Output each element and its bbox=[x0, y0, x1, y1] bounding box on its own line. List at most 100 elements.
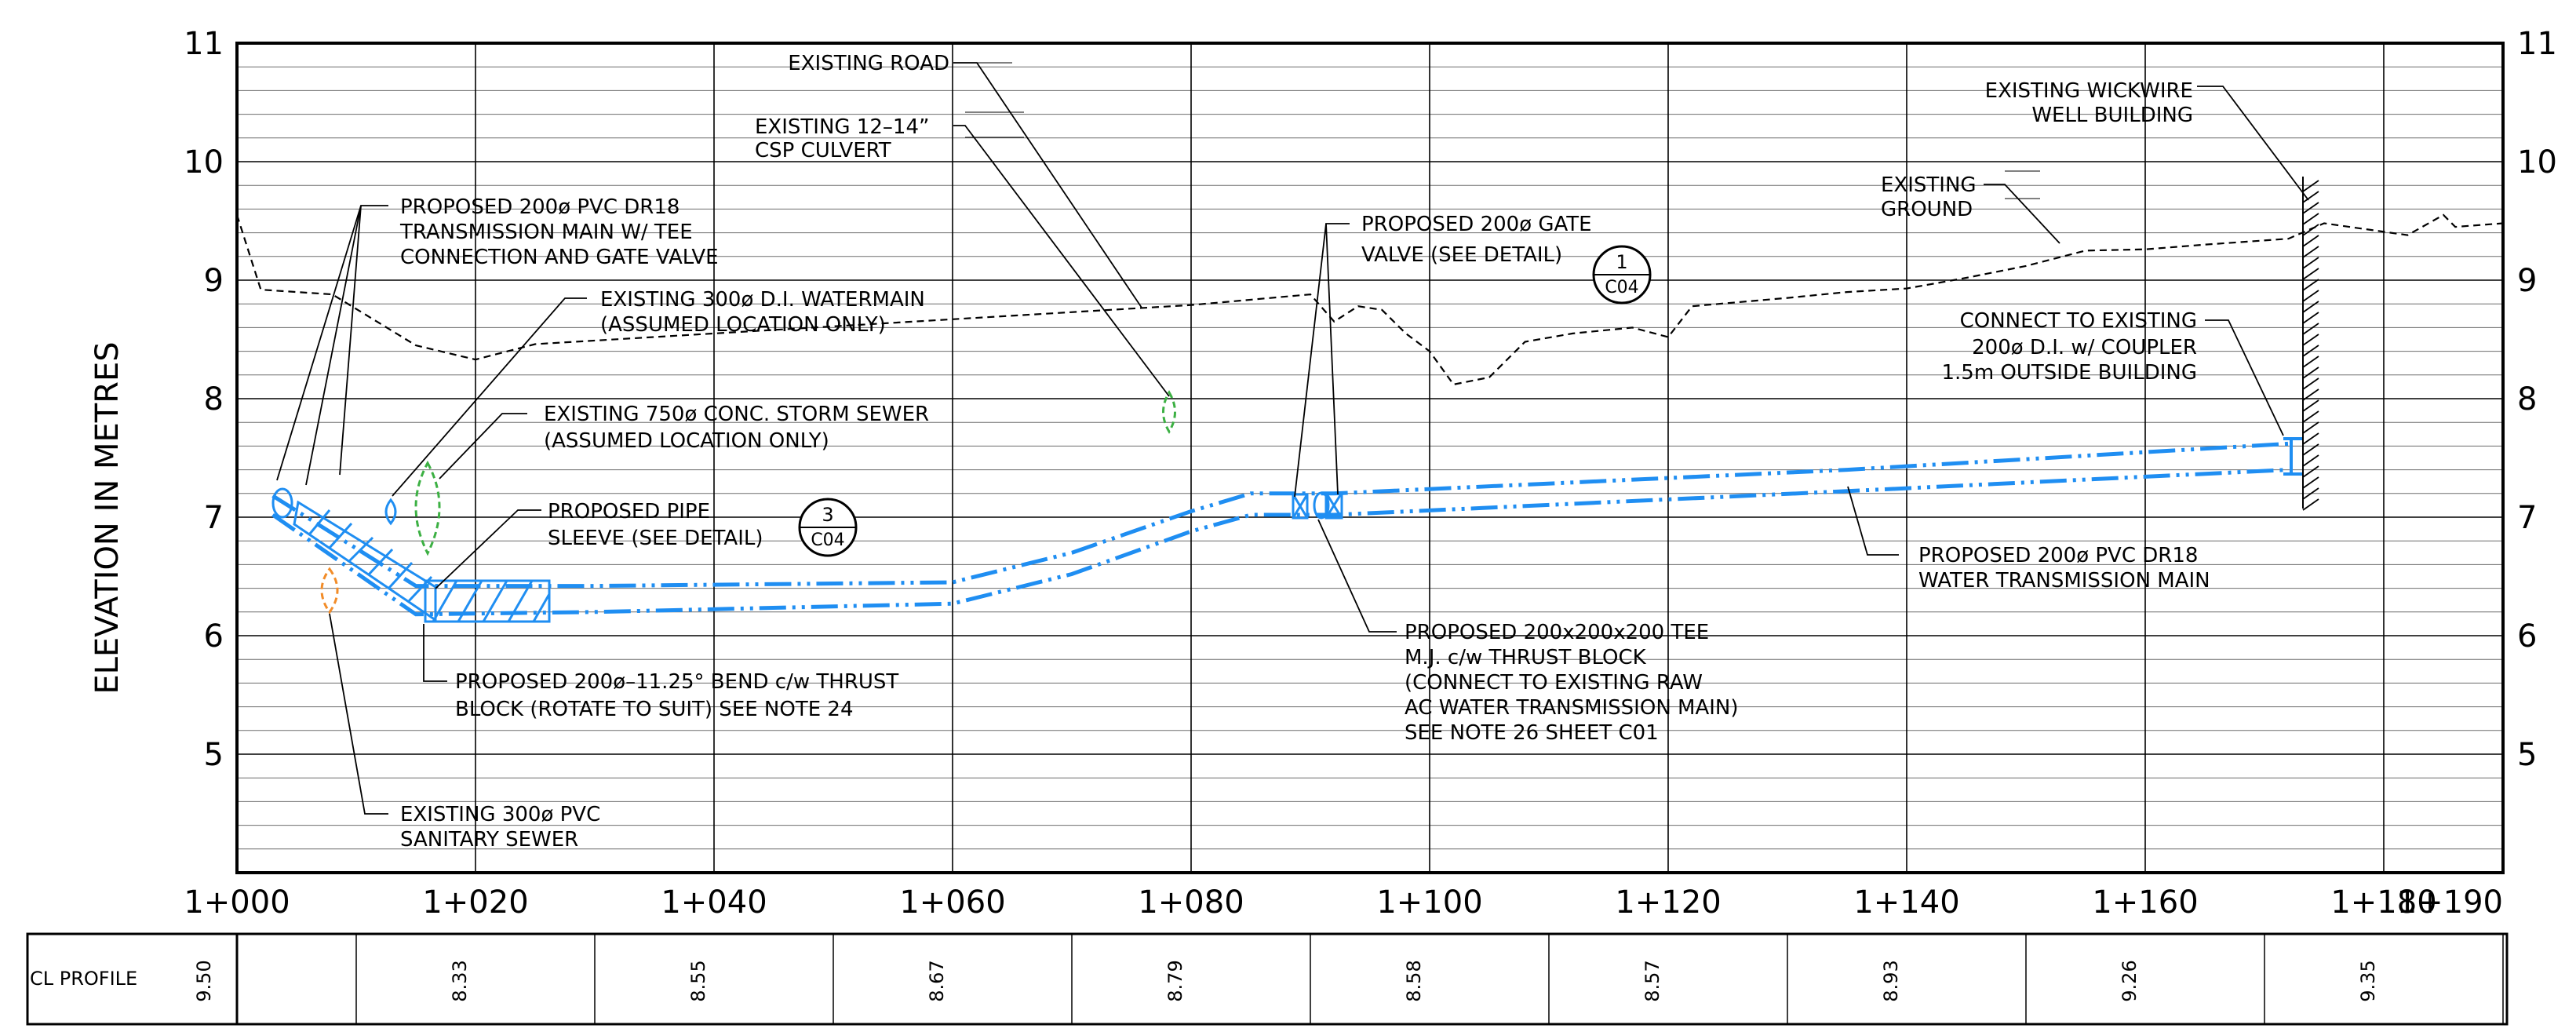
cl-profile-value: 9.26 bbox=[2119, 960, 2141, 1001]
x-tick-label: 1+100 bbox=[1376, 884, 1482, 921]
y-tick-label: 6 bbox=[204, 618, 224, 655]
x-tick-label: 1+020 bbox=[422, 884, 528, 921]
y-tick-label: 8 bbox=[204, 381, 224, 418]
x-tick-label: 1+160 bbox=[2092, 884, 2198, 921]
pipe-fittings bbox=[271, 437, 2303, 520]
label-gate-line1: PROPOSED 200ø GATE bbox=[1361, 213, 1592, 236]
label-main-line3: CONNECTION AND GATE VALVE bbox=[400, 246, 719, 269]
label-ground-line1: EXISTING bbox=[1881, 173, 1977, 197]
y-tick-label: 9 bbox=[204, 263, 224, 299]
x-tick-label: 1+000 bbox=[184, 884, 290, 921]
cl-profile-value: 8.33 bbox=[449, 960, 471, 1001]
y-tick-label: 5 bbox=[2517, 737, 2537, 773]
y-tick-label: 7 bbox=[2517, 500, 2537, 536]
label-gate-line2: VALVE (SEE DETAIL) bbox=[1361, 243, 1562, 267]
sanitary-sewer-symbol bbox=[320, 567, 339, 614]
label-tee-line3: (CONNECT TO EXISTING RAW bbox=[1405, 671, 1703, 695]
cl-profile-value: 8.67 bbox=[926, 960, 948, 1001]
cl-profile-label: CL PROFILE bbox=[30, 968, 137, 990]
label-bend-line2: BLOCK (ROTATE TO SUIT) SEE NOTE 24 bbox=[455, 698, 854, 721]
storm-sewer-symbol bbox=[414, 460, 441, 556]
label-main-line2: TRANSMISSION MAIN W/ TEE bbox=[399, 221, 693, 244]
x-tick-label: 1+120 bbox=[1615, 884, 1721, 921]
label-wickwire-line2: WELL BUILDING bbox=[2031, 104, 2193, 127]
label-connect-line3: 1.5m OUTSIDE BUILDING bbox=[1941, 361, 2197, 385]
label-sleeve-line2: SLEEVE (SEE DETAIL) bbox=[548, 527, 763, 550]
coupler-symbol bbox=[2283, 437, 2303, 476]
detail-sheet: C04 bbox=[1605, 278, 1638, 297]
pipe-top-line bbox=[271, 441, 2289, 589]
x-tick-label: 1+180 bbox=[2330, 884, 2436, 921]
elevation-grid bbox=[237, 42, 2503, 873]
x-tick-label: 1+080 bbox=[1138, 884, 1244, 921]
label-culvert-line1: EXISTING 12–14” bbox=[755, 115, 929, 139]
y-tick-labels-left: 5 6 7 8 9 10 11 bbox=[184, 26, 224, 773]
label-water-main-line1: PROPOSED 200ø PVC DR18 bbox=[1918, 544, 2198, 567]
label-culvert-line2: CSP CULVERT bbox=[755, 139, 891, 162]
x-tick-label: 1+190 bbox=[2397, 884, 2503, 921]
label-tee-line4: AC WATER TRANSMISSION MAIN) bbox=[1405, 696, 1739, 720]
label-water-main-line2: WATER TRANSMISSION MAIN bbox=[1918, 569, 2210, 593]
label-tee-line5: SEE NOTE 26 SHEET C01 bbox=[1405, 721, 1659, 745]
label-storm-line2: (ASSUMED LOCATION ONLY) bbox=[544, 429, 829, 453]
y-tick-label: 11 bbox=[184, 26, 224, 62]
cl-profile-values: 9.50 8.33 8.55 8.67 8.79 8.58 8.57 8.93 9.26 9.35 bbox=[193, 960, 2379, 1001]
y-tick-label: 11 bbox=[2517, 26, 2557, 62]
label-sanitary-line1: EXISTING 300ø PVC bbox=[400, 803, 600, 826]
label-sleeve-line1: PROPOSED PIPE bbox=[548, 500, 710, 523]
y-tick-label: 9 bbox=[2517, 263, 2537, 299]
label-watermain-line2: (ASSUMED LOCATION ONLY) bbox=[600, 313, 886, 337]
gate-valve-symbol bbox=[1292, 493, 1309, 520]
label-sanitary-line2: SANITARY SEWER bbox=[400, 828, 578, 851]
y-tick-labels-right: 5 6 7 8 9 10 11 bbox=[2517, 26, 2557, 773]
tee-symbol bbox=[1313, 491, 1343, 520]
plot-frame bbox=[235, 42, 2505, 874]
y-tick-label: 7 bbox=[204, 500, 224, 536]
cl-profile-value: 8.79 bbox=[1164, 960, 1186, 1001]
x-tick-labels: 1+000 1+020 1+040 1+060 1+080 1+100 1+120 1+140… bbox=[184, 884, 2503, 921]
detail-bubble-pipe-sleeve: 3 C04 bbox=[798, 498, 858, 557]
well-building-wall bbox=[2302, 177, 2319, 511]
cl-profile-value: 8.57 bbox=[1641, 960, 1663, 1001]
y-tick-label: 8 bbox=[2517, 381, 2537, 418]
label-bend-line1: PROPOSED 200ø–11.25° BEND c/w THRUST bbox=[455, 670, 898, 694]
cl-profile-table: CL PROFILE 9.50 8.33 8.55 8.67 8.79 8.58 8.57 8… bbox=[26, 932, 2509, 1026]
culvert-symbol bbox=[1162, 390, 1176, 434]
label-connect-line1: CONNECT TO EXISTING bbox=[1960, 309, 2197, 333]
detail-number: 1 bbox=[1616, 251, 1627, 273]
x-tick-label: 1+140 bbox=[1853, 884, 1959, 921]
label-connect-line2: 200ø D.I. w/ COUPLER bbox=[1972, 336, 2197, 359]
pipe-sleeve-hatch bbox=[293, 500, 551, 623]
pipe-end-fitting bbox=[271, 487, 293, 519]
x-tick-label: 1+060 bbox=[899, 884, 1005, 921]
detail-number: 3 bbox=[822, 504, 833, 526]
detail-bubble-gate-valve: 1 C04 bbox=[1592, 245, 1652, 304]
cl-profile-value: 9.50 bbox=[193, 960, 215, 1001]
label-tee-line2: M.J. c/w THRUST BLOCK bbox=[1405, 646, 1647, 669]
y-axis-title: ELEVATION IN METRES bbox=[89, 341, 126, 694]
existing-ground-line bbox=[235, 213, 2504, 386]
y-tick-label: 10 bbox=[2517, 144, 2557, 181]
y-tick-label: 5 bbox=[204, 737, 224, 773]
annotation-labels: EXISTING ROAD EXISTING 12–14” CSP CULVER… bbox=[399, 52, 2210, 851]
watermain-symbol bbox=[384, 498, 397, 526]
label-main-line1: PROPOSED 200ø PVC DR18 bbox=[400, 195, 680, 219]
proposed-water-main bbox=[271, 441, 2289, 617]
label-ground-line2: GROUND bbox=[1881, 198, 1973, 221]
label-wickwire-line1: EXISTING WICKWIRE bbox=[1985, 79, 2193, 103]
cl-profile-value: 9.35 bbox=[2357, 960, 2379, 1001]
cl-profile-value: 8.93 bbox=[1880, 960, 1902, 1001]
y-tick-label: 6 bbox=[2517, 618, 2537, 655]
existing-utilities bbox=[320, 390, 1176, 614]
pipe-bottom-line bbox=[271, 468, 2289, 617]
detail-sheet: C04 bbox=[811, 531, 844, 550]
y-tick-label: 10 bbox=[184, 144, 224, 181]
leader-lines bbox=[276, 62, 2309, 815]
cl-profile-value: 8.58 bbox=[1403, 960, 1425, 1001]
cl-profile-value: 8.55 bbox=[687, 960, 709, 1001]
label-existing-road: EXISTING ROAD bbox=[788, 52, 949, 75]
x-tick-label: 1+040 bbox=[661, 884, 767, 921]
plot-border bbox=[235, 42, 2505, 874]
label-storm-line1: EXISTING 750ø CONC. STORM SEWER bbox=[544, 403, 929, 426]
